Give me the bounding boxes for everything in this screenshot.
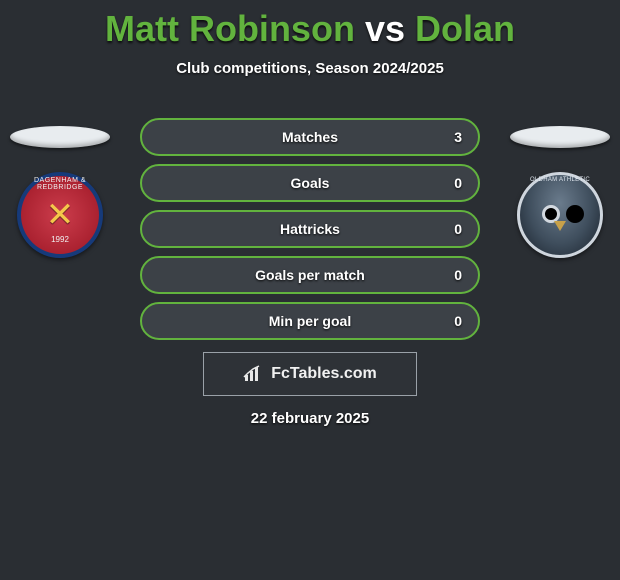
footer-date: 22 february 2025 — [0, 410, 620, 427]
player-left-slot: DAGENHAM & REDBRIDGE 1992 — [5, 126, 115, 258]
brand-text: FcTables.com — [271, 365, 377, 383]
club-crest-right: OLDHAM ATHLETIC — [517, 172, 603, 258]
stat-row-hattricks: Hattricks 0 — [140, 210, 480, 248]
brand-box[interactable]: FcTables.com — [203, 352, 417, 396]
stat-value-right: 0 — [454, 304, 462, 338]
crest-right-ring-text: OLDHAM ATHLETIC — [520, 177, 600, 183]
title-player2: Dolan — [415, 8, 515, 49]
stat-label: Goals per match — [255, 258, 365, 292]
crest-left-ring-text: DAGENHAM & REDBRIDGE — [21, 177, 99, 191]
page-title: Matt Robinson vs Dolan — [0, 0, 620, 50]
stat-row-matches: Matches 3 — [140, 118, 480, 156]
stat-value-right: 0 — [454, 258, 462, 292]
stat-label: Hattricks — [280, 212, 340, 246]
stat-value-right: 0 — [454, 212, 462, 246]
player-right-slot: OLDHAM ATHLETIC — [505, 126, 615, 258]
stat-value-right: 0 — [454, 166, 462, 200]
title-vs: vs — [365, 8, 405, 49]
subtitle: Club competitions, Season 2024/2025 — [0, 60, 620, 77]
club-crest-left: DAGENHAM & REDBRIDGE 1992 — [17, 172, 103, 258]
stat-row-min-per-goal: Min per goal 0 — [140, 302, 480, 340]
stats-column: Matches 3 Goals 0 Hattricks 0 Goals per … — [140, 118, 480, 348]
stat-row-goals: Goals 0 — [140, 164, 480, 202]
stat-label: Matches — [282, 120, 338, 154]
stat-row-goals-per-match: Goals per match 0 — [140, 256, 480, 294]
player-left-photo-placeholder — [10, 126, 110, 148]
stat-label: Min per goal — [269, 304, 351, 338]
stat-label: Goals — [291, 166, 330, 200]
crest-left-year: 1992 — [21, 235, 99, 244]
title-player1: Matt Robinson — [105, 8, 355, 49]
bar-chart-icon — [243, 365, 265, 383]
stat-value-right: 3 — [454, 120, 462, 154]
player-right-photo-placeholder — [510, 126, 610, 148]
